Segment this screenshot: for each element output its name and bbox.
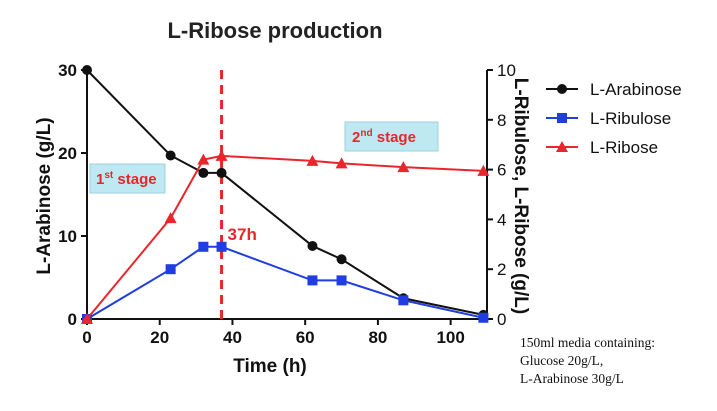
x-ticks: 0 20 40 60 80 100 (82, 319, 465, 347)
data-point-l-ribulose (478, 312, 489, 323)
stage1-box: 1st stage (89, 163, 166, 194)
legend: L-Arabinose L-Ribulose L-Ribose (546, 80, 682, 157)
vline-label: 37h (228, 225, 257, 244)
series-line-l-ribose (86, 154, 484, 320)
data-point-l-ribose (197, 153, 210, 165)
series-group (81, 65, 490, 324)
x-tick-label: 20 (150, 328, 169, 347)
data-point-l-ribose (397, 161, 410, 173)
legend-item-l-ribulose: L-Ribulose (546, 109, 671, 128)
y-right-tick-label: 10 (497, 61, 516, 80)
series-line-l-arabinose (86, 69, 484, 316)
y-right-tick-label: 0 (497, 310, 506, 329)
data-point-l-ribose (164, 212, 177, 224)
legend-label: L-Ribose (590, 138, 658, 157)
data-point-l-arabinose (82, 65, 92, 75)
y-left-tick-label: 20 (58, 144, 77, 163)
y-axis-label-left: L-Arabinose (g/L) (34, 117, 55, 274)
data-point-l-ribulose (336, 275, 347, 286)
note-line-3: L-Arabinose 30g/L (520, 371, 624, 386)
data-point-l-arabinose (216, 167, 227, 178)
svg-text:2nd stage: 2nd stage (352, 128, 416, 146)
legend-marker (556, 141, 568, 152)
legend-item-l-arabinose: L-Arabinose (546, 80, 682, 99)
stage-divider: 37h (220, 70, 257, 319)
y-left-tick-label: 10 (58, 227, 77, 246)
x-tick-label: 80 (368, 328, 387, 347)
series-l-ribose (81, 149, 490, 324)
y-right-tick-label: 2 (497, 260, 506, 279)
note-line-2: Glucose 20g/L, (520, 353, 604, 368)
legend-marker (557, 113, 567, 123)
x-tick-label: 40 (223, 328, 242, 347)
data-point-l-ribose (81, 313, 93, 324)
svg-text:1st stage: 1st stage (96, 170, 157, 188)
data-point-l-arabinose (165, 150, 176, 161)
y-left-tick-label: 0 (68, 310, 77, 329)
y-ticks-left: 0 10 20 30 (58, 61, 87, 329)
data-point-l-ribulose (216, 241, 227, 252)
y-right-tick-label: 4 (497, 210, 506, 229)
chart-title: L-Ribose production (167, 18, 382, 43)
x-tick-label: 0 (82, 328, 91, 347)
data-point-l-ribulose (398, 295, 409, 306)
y-left-tick-label: 30 (58, 61, 77, 80)
note-line-1: 150ml media containing: (520, 335, 655, 350)
stage2-box: 2nd stage (344, 121, 439, 152)
data-point-l-ribose (215, 149, 228, 161)
y-axis-label-right: L-Ribulose, L-Ribose (g/L) (510, 78, 531, 314)
x-axis-label: Time (h) (233, 356, 307, 377)
legend-label: L-Ribulose (590, 109, 671, 128)
y-right-tick-label: 8 (497, 111, 506, 130)
data-point-l-ribose (335, 157, 348, 169)
y-ticks-right: 0 2 4 6 8 10 (487, 61, 516, 329)
data-point-l-ribulose (165, 264, 176, 275)
x-tick-label: 100 (436, 328, 464, 347)
data-point-l-ribulose (198, 241, 209, 252)
data-point-l-arabinose (198, 167, 209, 178)
y-right-tick-label: 6 (497, 161, 506, 180)
legend-item-l-ribose: L-Ribose (546, 138, 658, 157)
media-note: 150ml media containing: Glucose 20g/L, L… (520, 334, 655, 388)
legend-label: L-Arabinose (590, 80, 682, 99)
data-point-l-arabinose (307, 240, 318, 251)
data-point-l-ribose (306, 154, 319, 166)
data-point-l-ribulose (307, 275, 318, 286)
series-line-l-ribulose (86, 245, 484, 320)
x-tick-label: 60 (296, 328, 315, 347)
series-l-ribulose (82, 241, 489, 324)
data-point-l-arabinose (336, 254, 347, 265)
legend-marker (557, 84, 567, 94)
data-point-l-ribose (477, 164, 490, 176)
